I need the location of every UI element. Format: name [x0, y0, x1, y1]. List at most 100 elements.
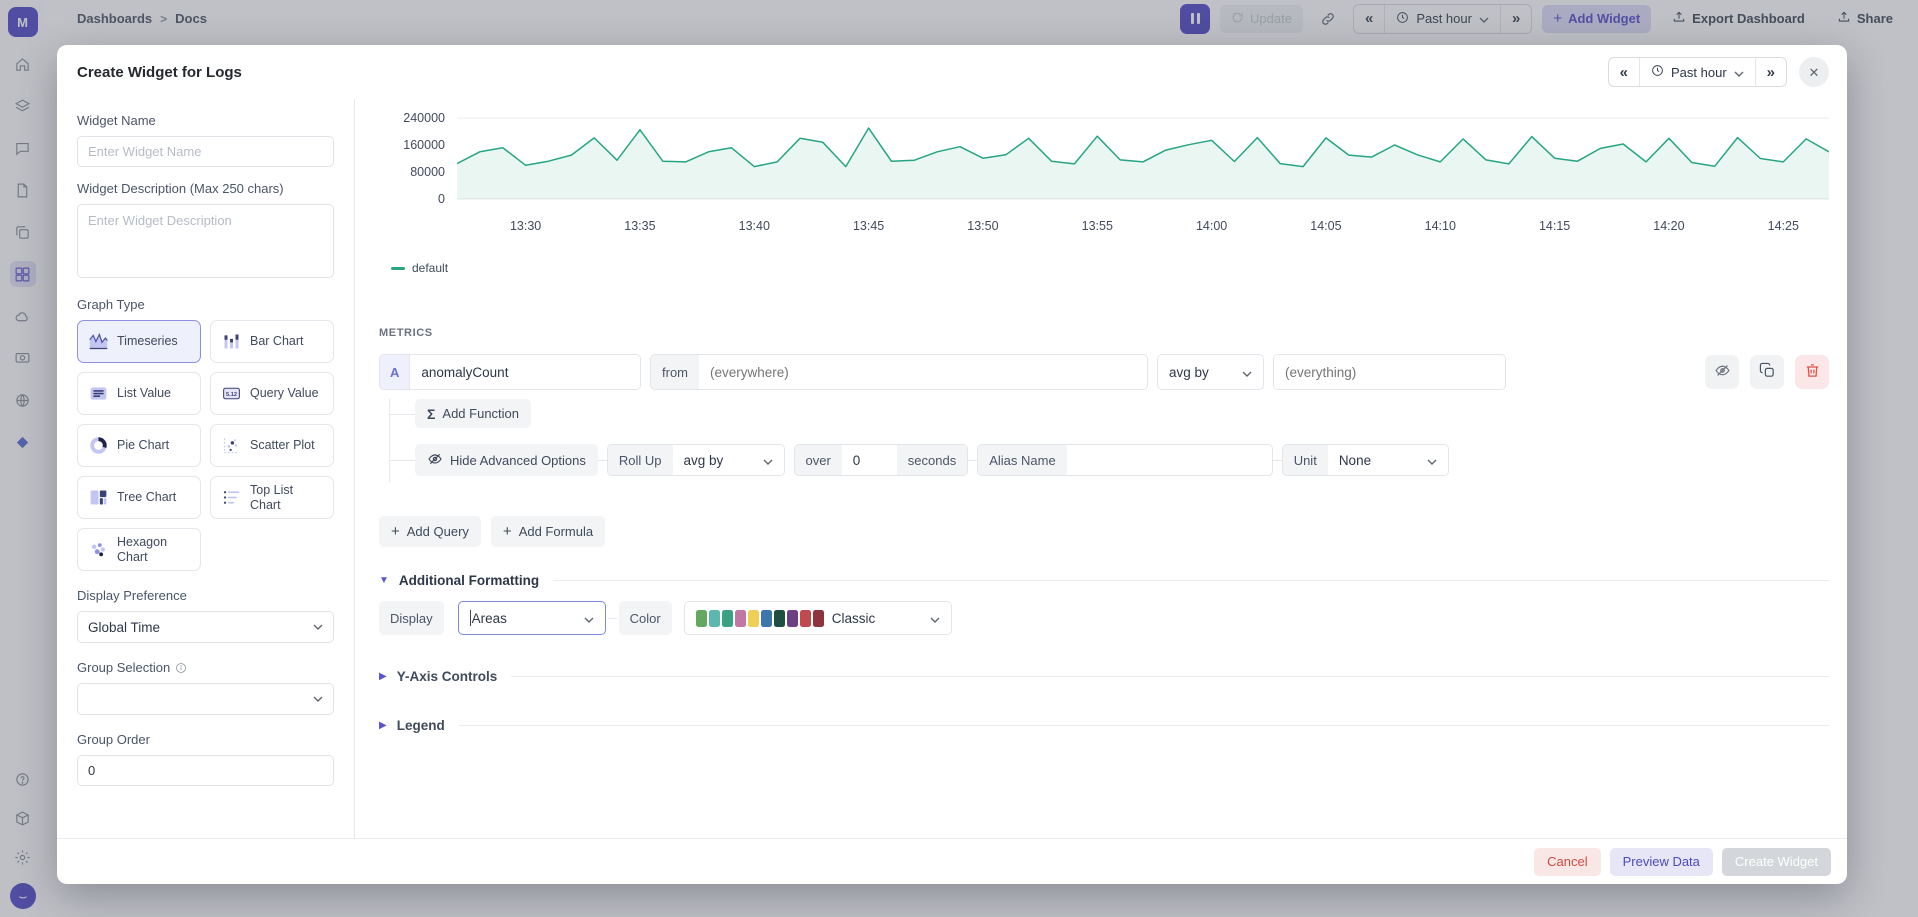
- graph-type-bar-chart[interactable]: Bar Chart: [210, 320, 334, 363]
- preview-chart: 240000160000800000: [379, 105, 1829, 205]
- graph-type-grid: Timeseries Bar Chart List Value 5.12Query V…: [77, 320, 334, 571]
- y-axis-tick-label: 160000: [403, 138, 445, 152]
- chevron-down-icon: [1242, 365, 1252, 380]
- graph-type-top-list-chart[interactable]: Top List Chart: [210, 476, 334, 519]
- modal-time-range-dropdown[interactable]: Past hour: [1639, 58, 1755, 86]
- hide-query-button[interactable]: [1705, 355, 1739, 389]
- graph-type-option-label: Timeseries: [117, 334, 178, 348]
- color-palette-select[interactable]: Classic: [684, 601, 952, 635]
- graph-type-pie-chart[interactable]: Pie Chart: [77, 424, 201, 467]
- x-axis-tick-label: 13:55: [1082, 219, 1113, 233]
- trash-icon: [1804, 362, 1821, 382]
- legend-series-label: default: [412, 261, 448, 275]
- widget-settings-panel: Widget Name Widget Description (Max 250 …: [57, 99, 355, 838]
- chevron-down-icon: [584, 611, 594, 626]
- alias-name-input[interactable]: [1067, 445, 1272, 475]
- graph-type-hexagon-chart[interactable]: Hexagon Chart: [77, 528, 201, 571]
- duplicate-query-button[interactable]: [1750, 355, 1784, 389]
- metric-unit: A: [379, 354, 641, 390]
- agg-method-select[interactable]: avg by: [1158, 355, 1263, 389]
- preview-data-button[interactable]: Preview Data: [1610, 848, 1713, 876]
- additional-formatting-header[interactable]: ▼ Additional Formatting: [379, 573, 1829, 588]
- timeseries-icon: [87, 331, 109, 353]
- unit-select[interactable]: None: [1328, 445, 1448, 475]
- palette-color-swatch: [735, 610, 746, 627]
- x-axis-tick-label: 13:45: [853, 219, 884, 233]
- cancel-button[interactable]: Cancel: [1534, 848, 1600, 876]
- x-axis-tick-label: 14:20: [1653, 219, 1684, 233]
- add-function-button[interactable]: Σ Add Function: [415, 399, 531, 428]
- delete-query-button[interactable]: [1795, 355, 1829, 389]
- chevron-down-icon: [763, 453, 773, 468]
- graph-type-timeseries[interactable]: Timeseries: [77, 320, 201, 363]
- rollup-seconds-input[interactable]: [842, 445, 897, 475]
- query-row-a: A from avg by: [379, 354, 1829, 390]
- graph-type-list-value[interactable]: List Value: [77, 372, 201, 415]
- palette-color-swatch: [761, 610, 772, 627]
- create-widget-modal: Create Widget for Logs « Past hour » ✕ W…: [57, 45, 1847, 884]
- eye-slash-icon: [427, 451, 443, 470]
- modal-time-forward-button[interactable]: »: [1755, 58, 1786, 86]
- metrics-section-label: METRICS: [379, 327, 1829, 339]
- close-icon[interactable]: ✕: [1799, 57, 1829, 87]
- from-unit: from: [650, 354, 1148, 390]
- widget-name-label: Widget Name: [77, 113, 334, 128]
- agg-by-input[interactable]: [1274, 355, 1505, 389]
- display-preference-select[interactable]: Global Time: [77, 611, 334, 643]
- group-order-input[interactable]: [77, 755, 334, 786]
- chart-plot-area[interactable]: [457, 105, 1829, 205]
- chevron-down-icon: [1734, 65, 1744, 80]
- graph-type-query-value[interactable]: 5.12Query Value: [210, 372, 334, 415]
- tree-chart-icon: [87, 487, 109, 509]
- display-style-select[interactable]: Areas: [458, 601, 606, 635]
- legend-section-header[interactable]: ▶ Legend: [379, 718, 1829, 733]
- add-query-button[interactable]: + Add Query: [379, 516, 481, 547]
- palette-color-swatch: [813, 610, 824, 627]
- create-widget-button[interactable]: Create Widget: [1722, 848, 1831, 876]
- hide-advanced-options-button[interactable]: Hide Advanced Options: [415, 444, 598, 476]
- y-axis-controls-header[interactable]: ▶ Y-Axis Controls: [379, 669, 1829, 684]
- chevron-down-icon: [1427, 453, 1437, 468]
- group-selection-select[interactable]: [77, 683, 334, 715]
- graph-type-option-label: Scatter Plot: [250, 438, 315, 452]
- x-axis-tick-label: 13:35: [624, 219, 655, 233]
- graph-type-option-label: Bar Chart: [250, 334, 304, 348]
- widget-description-input[interactable]: [77, 204, 334, 278]
- query-letter-badge: A: [380, 355, 410, 389]
- rollup-method-select[interactable]: avg by: [673, 445, 784, 475]
- add-formula-button[interactable]: + Add Formula: [491, 516, 605, 547]
- pie-chart-icon: [87, 435, 109, 457]
- widget-name-input[interactable]: [77, 136, 334, 167]
- metric-input[interactable]: [410, 355, 640, 389]
- from-filter-input[interactable]: [699, 355, 1147, 389]
- x-axis-tick-label: 14:25: [1768, 219, 1799, 233]
- plus-icon: +: [503, 523, 512, 540]
- y-axis-tick-label: 80000: [410, 165, 445, 179]
- x-axis-tick-label: 13:40: [739, 219, 770, 233]
- bar-chart-icon: [220, 331, 242, 353]
- graph-type-option-label: List Value: [117, 386, 171, 400]
- group-selection-label: Group Selection: [77, 660, 334, 675]
- modal-time-back-button[interactable]: «: [1609, 58, 1639, 86]
- modal-footer: Cancel Preview Data Create Widget: [57, 838, 1847, 884]
- agg-by-unit: [1273, 354, 1506, 390]
- sigma-icon: Σ: [427, 406, 435, 422]
- x-axis-tick-label: 14:05: [1310, 219, 1341, 233]
- graph-type-option-label: Tree Chart: [117, 490, 176, 504]
- over-label: over: [795, 445, 842, 475]
- palette-color-swatch: [709, 610, 720, 627]
- chart-legend[interactable]: default: [391, 261, 1829, 275]
- list-value-icon: [87, 383, 109, 405]
- triangle-down-icon: ▼: [379, 575, 389, 586]
- agg-unit: avg by: [1157, 354, 1264, 390]
- rollup-label: Roll Up: [608, 445, 673, 475]
- graph-type-tree-chart[interactable]: Tree Chart: [77, 476, 201, 519]
- from-label: from: [651, 355, 699, 389]
- palette-color-swatch: [696, 610, 707, 627]
- graph-type-scatter-plot[interactable]: Scatter Plot: [210, 424, 334, 467]
- widget-description-label: Widget Description (Max 250 chars): [77, 181, 334, 196]
- scatter-plot-icon: [220, 435, 242, 457]
- rollup-over-unit: over seconds: [794, 444, 969, 476]
- query-editor-panel: 240000160000800000 13:3013:3513:4013:451…: [355, 99, 1847, 838]
- copy-icon: [1759, 362, 1776, 382]
